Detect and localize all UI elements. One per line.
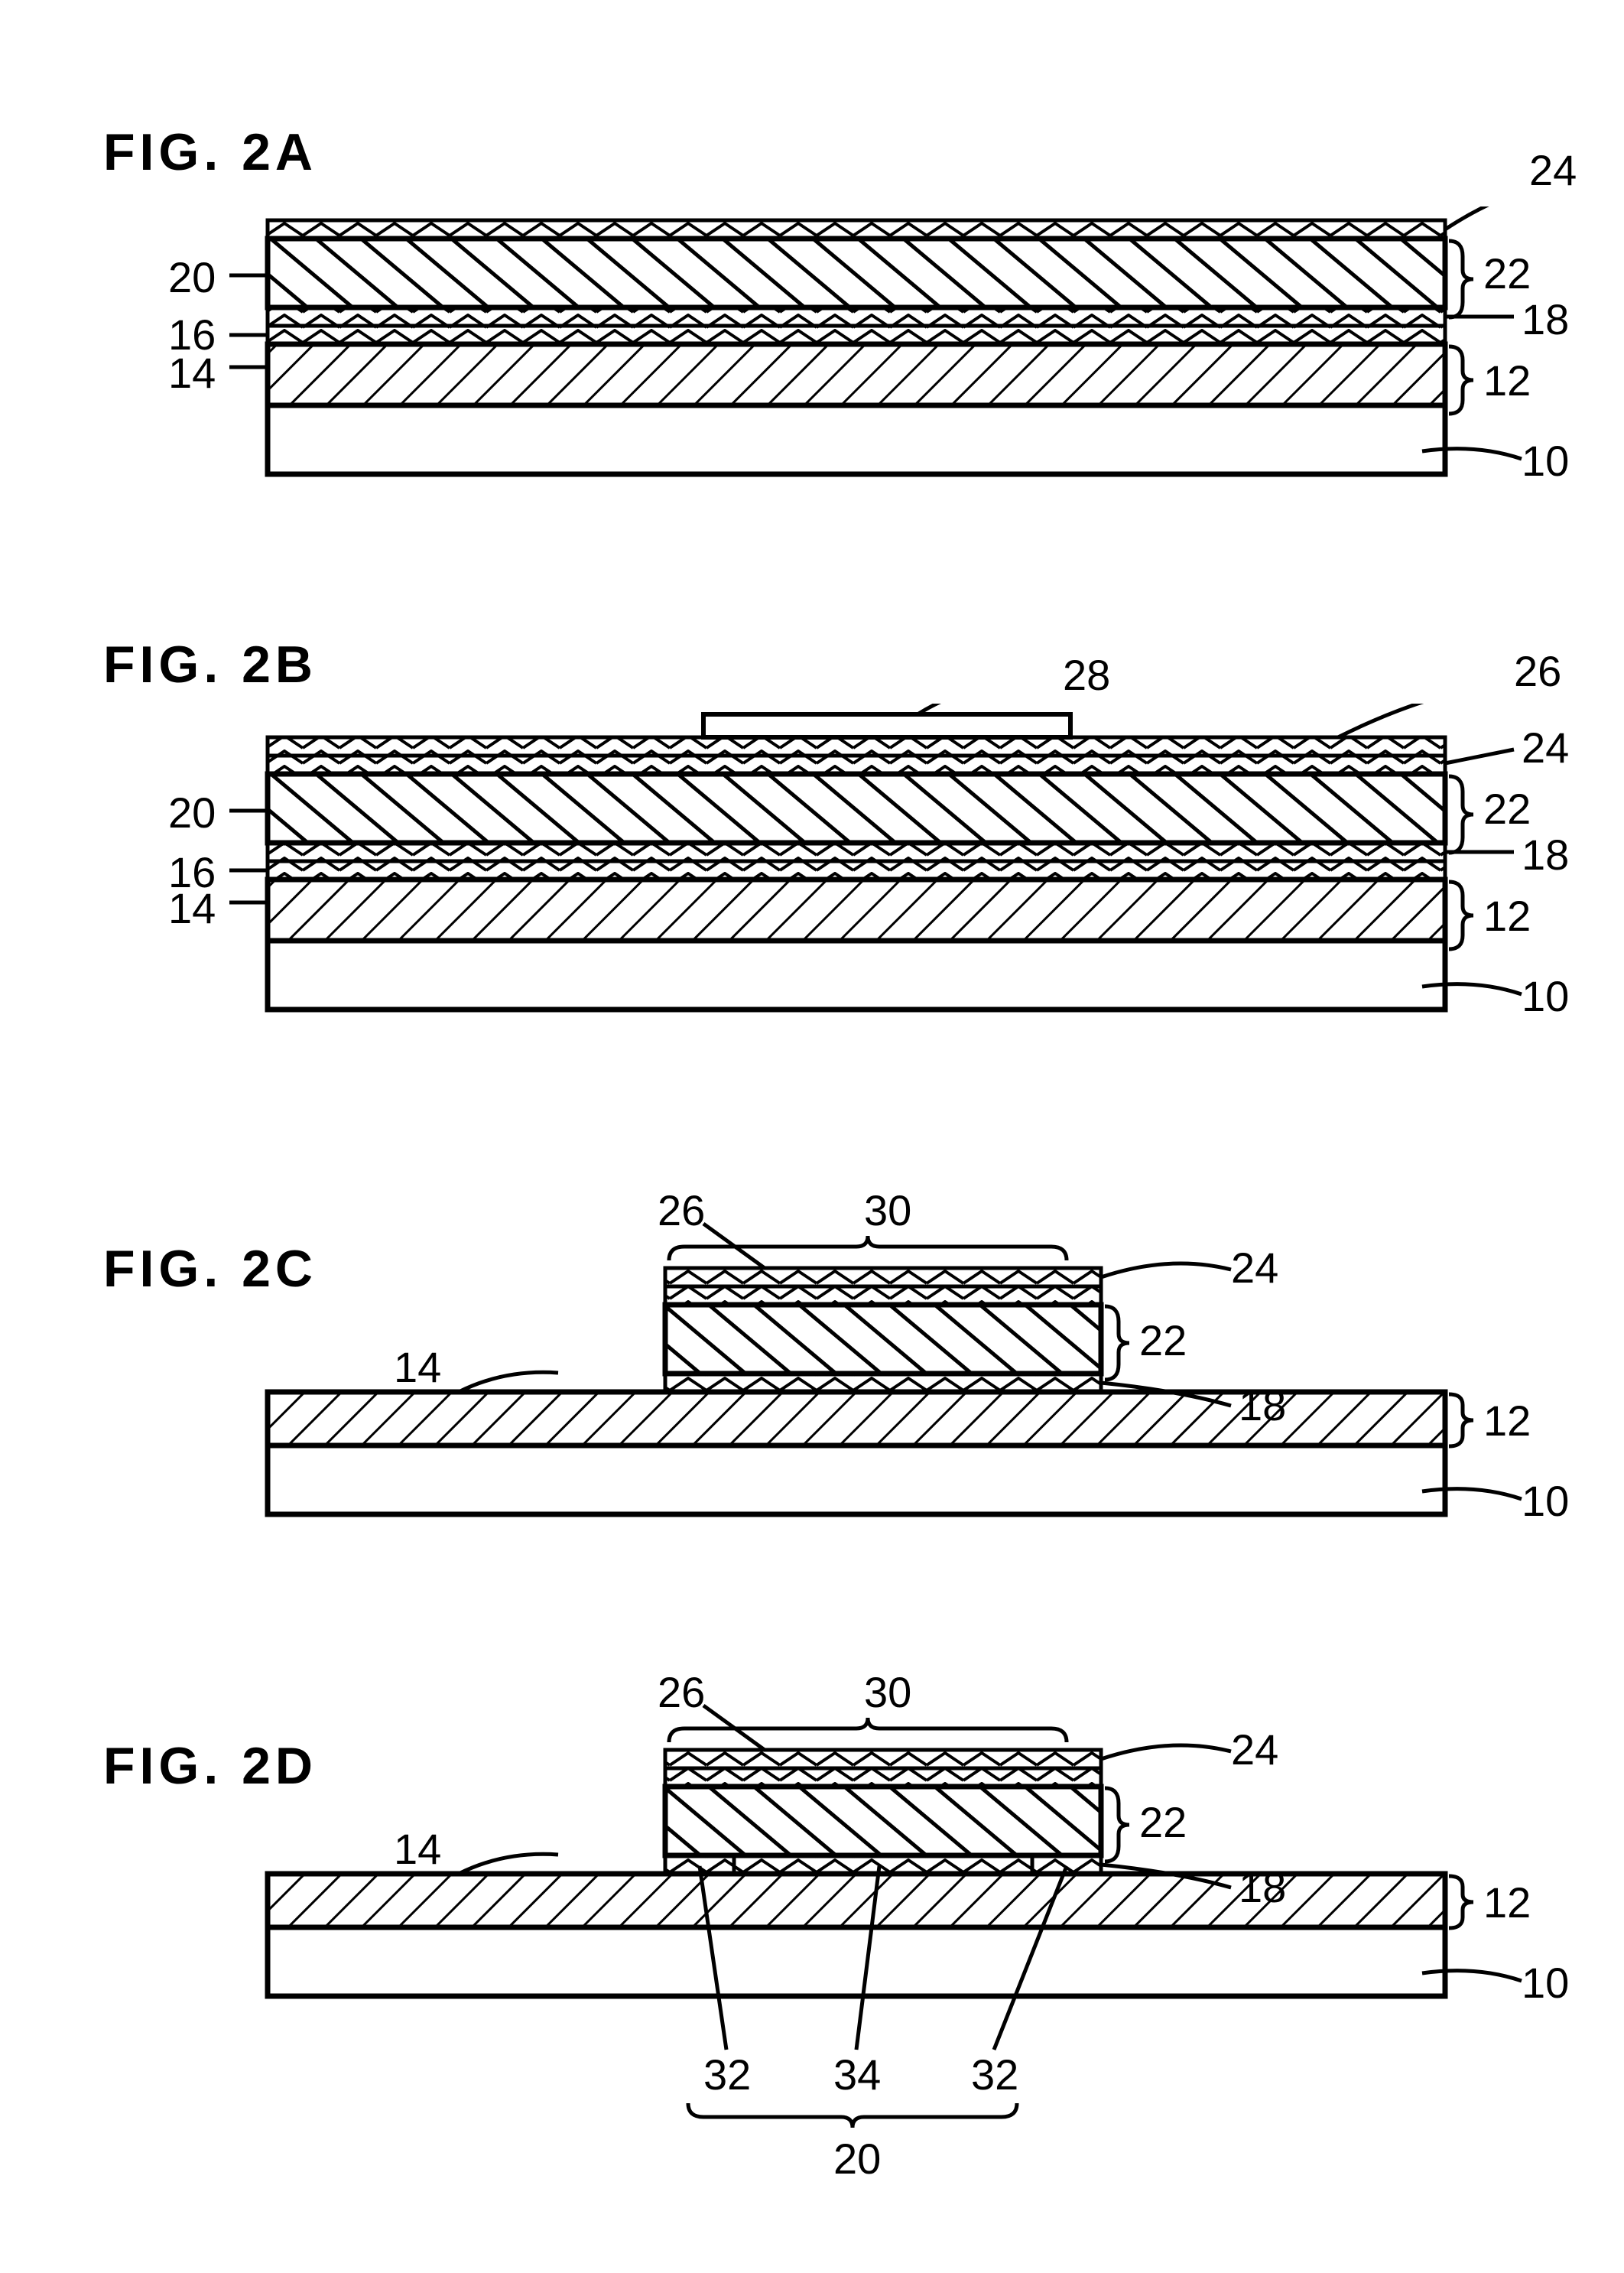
panel-a-svg [229, 206, 1606, 482]
b-26: 26 [1514, 646, 1561, 696]
c-26: 26 [658, 1185, 705, 1235]
fig-label-b: FIG. 2B [103, 635, 317, 694]
a-14: 14 [168, 348, 216, 398]
c-30: 30 [864, 1185, 911, 1235]
c-18: 18 [1239, 1380, 1286, 1430]
fig-label-a: FIG. 2A [103, 122, 317, 182]
b-24: 24 [1522, 723, 1569, 772]
d-22: 22 [1139, 1797, 1187, 1847]
page: FIG. 2A [0, 0, 1624, 2273]
b-14: 14 [168, 883, 216, 933]
d-30: 30 [864, 1667, 911, 1717]
a-10: 10 [1522, 436, 1569, 486]
b-22: 22 [1483, 784, 1531, 834]
d-18: 18 [1239, 1862, 1286, 1912]
d-34: 34 [833, 2050, 881, 2099]
b-10: 10 [1522, 971, 1569, 1021]
c-10: 10 [1522, 1476, 1569, 1526]
c-24: 24 [1231, 1243, 1278, 1293]
b-18: 18 [1522, 830, 1569, 880]
c-22: 22 [1139, 1315, 1187, 1365]
panel-c: 26 30 24 22 18 12 10 14 [229, 1208, 1606, 1530]
c-14: 14 [394, 1342, 441, 1392]
c-12: 12 [1483, 1396, 1531, 1445]
panel-d-svg [229, 1690, 1606, 2149]
d-24: 24 [1231, 1725, 1278, 1774]
d-14: 14 [394, 1824, 441, 1874]
d-10: 10 [1522, 1958, 1569, 2008]
d-12: 12 [1483, 1878, 1531, 1927]
d-32a: 32 [703, 2050, 751, 2099]
b-20: 20 [168, 788, 216, 837]
a-24: 24 [1529, 145, 1577, 195]
d-26: 26 [658, 1667, 705, 1717]
a-20: 20 [168, 252, 216, 302]
d-32b: 32 [971, 2050, 1018, 2099]
panel-a: 24 22 18 12 10 20 16 14 [229, 206, 1606, 482]
d-20: 20 [833, 2134, 881, 2184]
panel-b-svg [229, 704, 1606, 1025]
a-18: 18 [1522, 294, 1569, 344]
a-22: 22 [1483, 249, 1531, 298]
a-12: 12 [1483, 356, 1531, 405]
panel-d: 26 30 24 22 18 12 10 14 32 34 32 20 [229, 1690, 1606, 2149]
panel-b: 28 26 24 22 18 12 10 20 16 14 [229, 704, 1606, 1025]
b-12: 12 [1483, 891, 1531, 941]
b-28: 28 [1063, 650, 1110, 700]
